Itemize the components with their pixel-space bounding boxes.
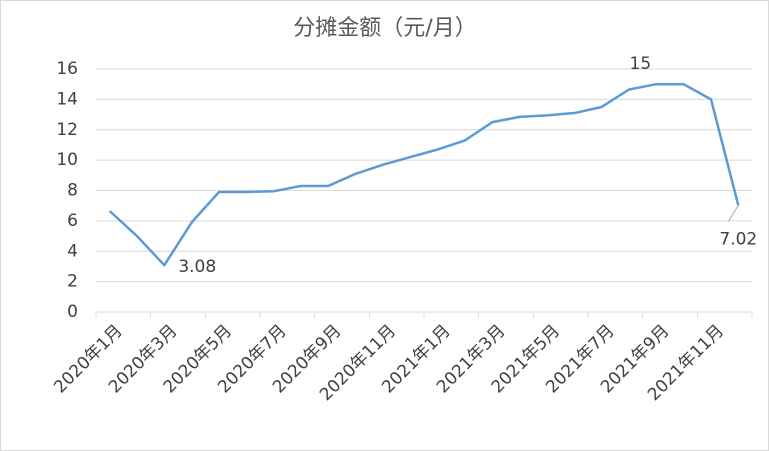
y-tick-label: 0 (67, 302, 78, 322)
y-tick-label: 8 (67, 181, 78, 201)
y-tick-label: 12 (56, 120, 78, 140)
y-tick-label: 6 (67, 211, 78, 231)
y-tick-label: 2 (67, 272, 78, 292)
y-tick-label: 14 (56, 89, 78, 109)
leader-line (727, 205, 739, 222)
y-tick-label: 16 (56, 59, 78, 79)
y-tick-label: 4 (67, 241, 78, 261)
line (108, 82, 740, 267)
y-tick-label: 10 (56, 150, 78, 170)
data-label: 15 (630, 54, 652, 74)
chart-title: 分摊金额（元/月） (293, 16, 476, 41)
data-label: 7.02 (719, 229, 757, 249)
data-label: 3.08 (178, 257, 216, 277)
